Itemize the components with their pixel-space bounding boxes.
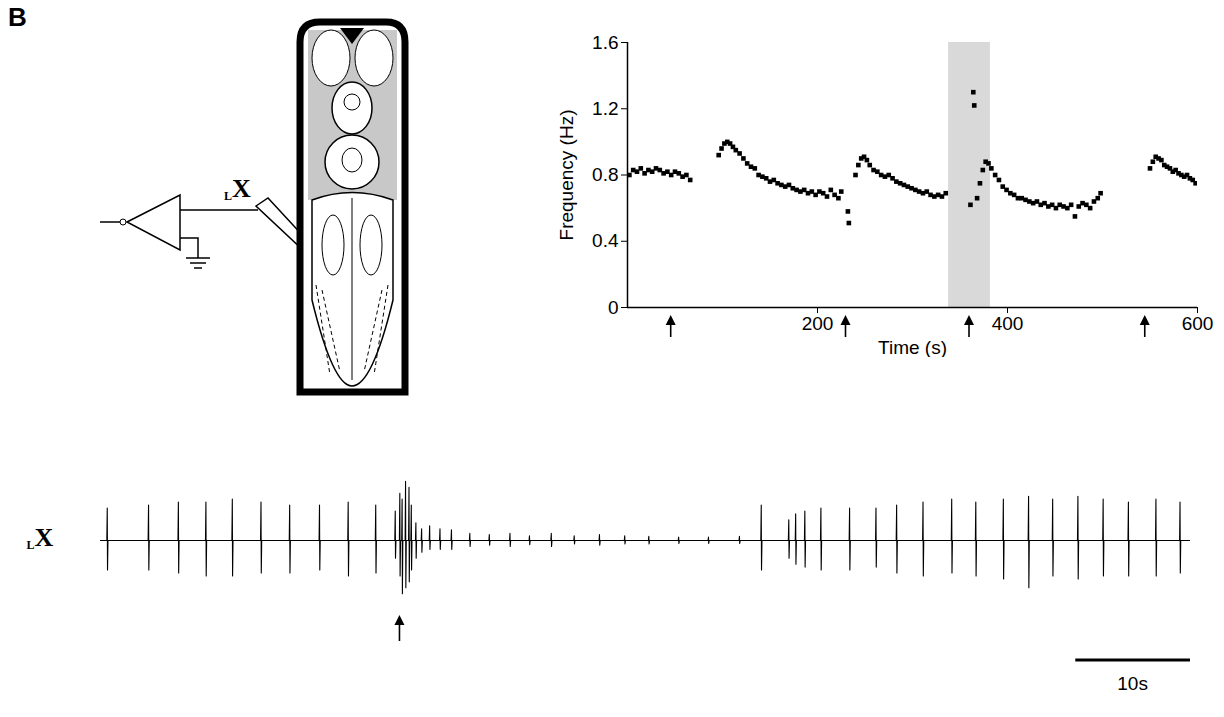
svg-text:1.6: 1.6 (592, 32, 618, 53)
svg-text:B: B (8, 2, 27, 32)
svg-text:0.8: 0.8 (592, 164, 618, 185)
svg-text:1.2: 1.2 (592, 98, 618, 119)
svg-text:Frequency (Hz): Frequency (Hz) (556, 110, 577, 241)
svg-text:600: 600 (1182, 313, 1214, 334)
svg-text:Time (s): Time (s) (878, 337, 947, 358)
svg-text:LX: LX (27, 523, 54, 552)
svg-text:200: 200 (802, 313, 834, 334)
svg-text:400: 400 (992, 313, 1024, 334)
svg-text:0.4: 0.4 (592, 230, 619, 251)
svg-text:10s: 10s (1117, 673, 1148, 694)
svg-text:0: 0 (608, 297, 619, 318)
svg-text:LX: LX (224, 174, 251, 203)
